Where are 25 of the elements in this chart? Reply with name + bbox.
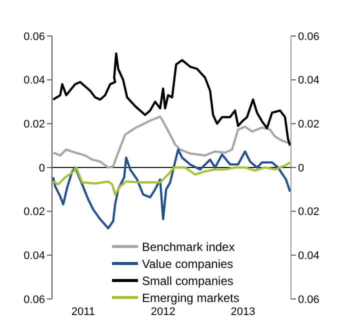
legend-label: Small companies — [142, 274, 234, 288]
line-series — [52, 161, 291, 196]
y2-tick-label: 0.06 — [298, 294, 320, 306]
y2-tick-label: 0.02 — [298, 118, 320, 131]
x-tick-label: 2012 — [150, 306, 176, 318]
y2-tick-label: 0.02 — [298, 206, 320, 218]
line-series — [52, 116, 291, 169]
y2-tick-label: 0.04 — [298, 74, 320, 87]
legend-label: Value companies — [142, 256, 234, 270]
y-tick-label: 0.02 — [24, 206, 45, 218]
line-series — [52, 148, 291, 230]
x-tick-label: 2011 — [71, 306, 95, 318]
y-tick-label: 0.06 — [24, 30, 45, 43]
y2-tick-label: 0 — [298, 162, 304, 174]
legend-label: Benchmark index — [142, 240, 235, 254]
y2-tick-label: 0.04 — [298, 250, 320, 262]
y2-tick-label: 0.06 — [298, 30, 320, 43]
y-tick-label: 0.04 — [24, 250, 45, 262]
x-tick-label: 2013 — [230, 306, 256, 318]
line-series — [52, 52, 291, 147]
y-tick-label: 0.02 — [24, 118, 45, 131]
y-tick-label: 0 — [38, 162, 45, 174]
legend-label: Emerging markets — [142, 290, 240, 304]
y-tick-label: 0.06 — [24, 294, 45, 306]
y-tick-label: 0.04 — [24, 74, 45, 87]
